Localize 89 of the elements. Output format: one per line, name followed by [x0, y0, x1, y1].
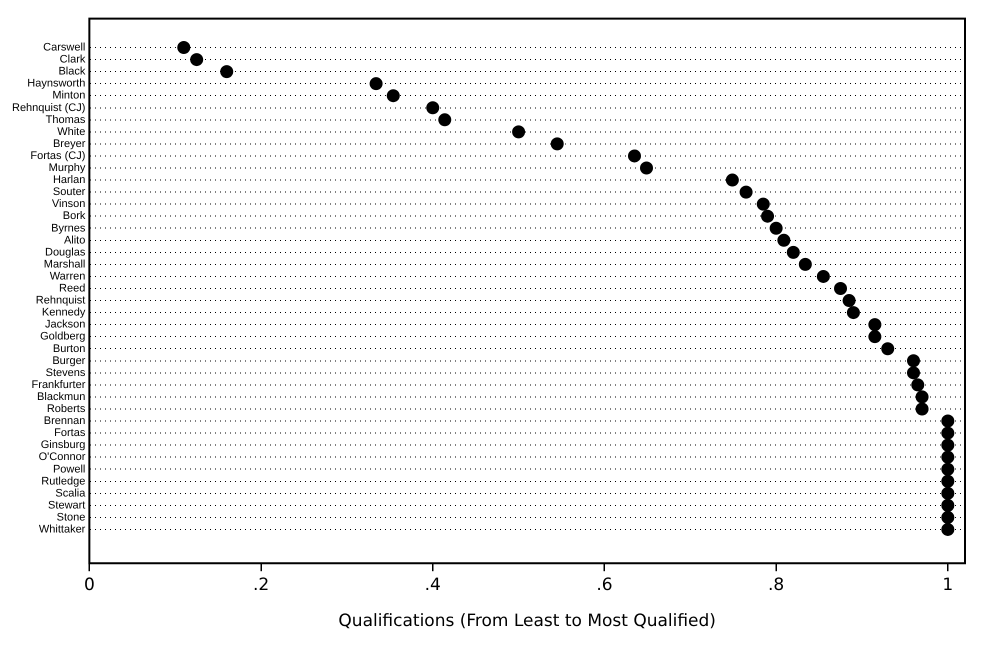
point — [868, 330, 882, 344]
y-tick-label: Blackmun — [37, 390, 86, 403]
y-tick-label: Black — [58, 66, 86, 78]
point — [911, 378, 924, 392]
point — [740, 186, 753, 199]
y-tick-label: Stone — [56, 511, 86, 524]
y-tick-label: Haynsworth — [27, 78, 86, 90]
point — [881, 342, 894, 356]
point — [916, 402, 929, 416]
y-tick-label: Burton — [52, 342, 86, 355]
y-tick-label: Warren — [50, 270, 86, 282]
y-tick-label: Goldberg — [40, 330, 86, 343]
point — [190, 53, 204, 66]
y-tick-label: Ginsburg — [40, 439, 86, 452]
y-tick-label: Powell — [52, 463, 86, 476]
point — [770, 222, 783, 235]
y-tick-label: Stevens — [46, 366, 86, 379]
point — [177, 41, 190, 54]
x-tick-label: .4 — [424, 574, 441, 595]
y-tick-label: Thomas — [46, 114, 86, 126]
y-tick-label: Jackson — [45, 318, 86, 331]
point — [941, 486, 954, 500]
point — [512, 125, 526, 138]
point — [386, 89, 400, 102]
x-tick-label: 0 — [84, 574, 95, 595]
y-tick-label: Marshall — [44, 258, 86, 270]
point — [640, 162, 654, 175]
y-tick-label: Douglas — [45, 246, 86, 258]
point — [941, 450, 954, 464]
point — [438, 113, 452, 126]
point — [550, 137, 564, 150]
y-tick-label: Clark — [60, 54, 86, 66]
y-tick-label: White — [57, 126, 86, 138]
y-tick-label: Rehnquist (CJ) — [12, 102, 86, 114]
point — [370, 77, 383, 90]
point — [868, 318, 882, 332]
point — [798, 258, 812, 271]
point — [941, 474, 954, 488]
point — [426, 101, 440, 114]
y-tick-label: Alito — [64, 234, 86, 246]
y-tick-label: Rehnquist — [36, 294, 86, 307]
point — [941, 462, 954, 476]
point — [941, 510, 954, 524]
y-tick-label: Kennedy — [42, 306, 86, 319]
point — [777, 234, 790, 247]
y-tick-label: Stewart — [48, 499, 86, 512]
x-axis-title: Qualifications (From Least to Most Qualified) — [338, 611, 716, 632]
point — [842, 294, 856, 308]
y-tick-label: Breyer — [52, 138, 86, 150]
y-tick-label: Reed — [59, 282, 86, 295]
point — [916, 390, 929, 404]
y-tick-label: Roberts — [46, 403, 86, 416]
x-tick-label: 1 — [942, 574, 954, 595]
point — [756, 198, 770, 211]
point — [220, 65, 234, 78]
x-tick-label: .2 — [252, 574, 270, 595]
point — [941, 414, 954, 428]
point — [906, 354, 920, 368]
x-tick-label: .8 — [768, 574, 784, 595]
point — [906, 366, 920, 380]
y-tick-label: Carswell — [43, 42, 86, 54]
y-tick-label: Scalia — [55, 487, 86, 500]
y-tick-label: Frankfurter — [32, 378, 86, 391]
point — [941, 522, 954, 536]
y-tick-label: Fortas — [54, 427, 86, 440]
y-tick-label: Minton — [52, 90, 86, 102]
y-tick-label: Murphy — [48, 162, 86, 174]
point — [726, 174, 739, 187]
y-tick-label: Harlan — [52, 174, 86, 186]
y-tick-label: O'Connor — [38, 451, 86, 464]
point — [816, 270, 830, 283]
point — [628, 149, 641, 162]
point — [786, 246, 800, 259]
point — [941, 426, 954, 440]
y-tick-label: Burger — [52, 354, 86, 367]
point — [941, 438, 954, 452]
point — [941, 498, 954, 512]
y-tick-label: Souter — [52, 186, 86, 198]
point — [846, 306, 860, 320]
y-tick-label: Whittaker — [38, 523, 86, 536]
point — [761, 210, 774, 223]
y-tick-label: Fortas (CJ) — [30, 150, 86, 162]
x-tick-label: .6 — [596, 574, 613, 595]
y-tick-label: Brennan — [44, 415, 86, 428]
point — [834, 282, 848, 295]
y-tick-label: Vinson — [52, 198, 86, 210]
y-tick-label: Rutledge — [41, 475, 86, 488]
y-tick-label: Bork — [62, 210, 86, 222]
y-tick-label: Byrnes — [51, 222, 86, 234]
